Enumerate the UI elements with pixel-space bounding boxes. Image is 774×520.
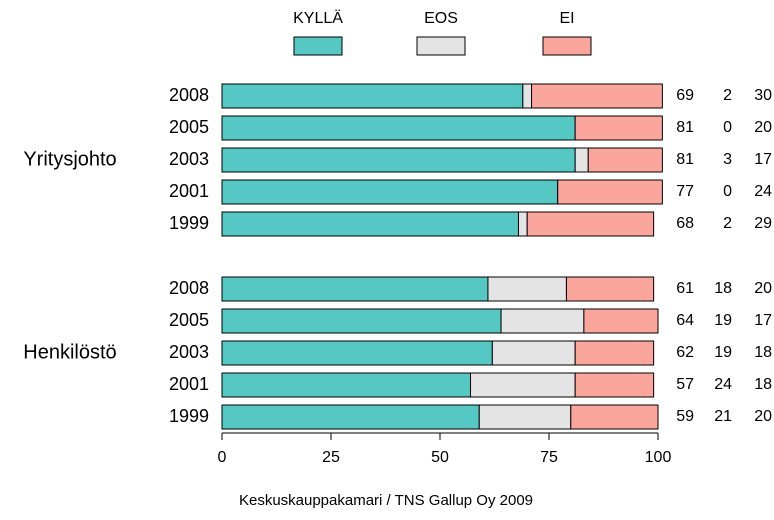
value-label: 18	[714, 280, 732, 297]
category-label: 2008	[169, 85, 209, 105]
value-label: 18	[754, 376, 772, 393]
bar-segment	[491, 340, 576, 366]
value-label: 19	[714, 344, 732, 361]
x-tick-label: 0	[218, 449, 227, 466]
value-label: 17	[754, 312, 772, 329]
legend-swatch	[293, 36, 343, 56]
value-label: 3	[723, 151, 732, 168]
legend-swatch	[542, 36, 592, 56]
bar-segment	[574, 372, 655, 398]
bar-segment	[221, 83, 524, 109]
bar-segment	[221, 340, 493, 366]
value-label: 61	[676, 280, 694, 297]
value-label: 29	[754, 215, 772, 232]
bar-segment	[470, 372, 576, 398]
bar-segment	[526, 211, 655, 237]
category-label: 2001	[169, 181, 209, 201]
legend-label: KYLLÄ	[293, 9, 343, 27]
value-label: 24	[714, 376, 732, 393]
bar-segment	[587, 147, 663, 173]
bar-segment	[221, 372, 472, 398]
value-label: 81	[676, 119, 694, 136]
value-label: 2	[723, 87, 732, 104]
bar-segment	[487, 276, 567, 302]
value-label: 18	[754, 344, 772, 361]
bar-segment	[478, 404, 572, 430]
value-label: 20	[754, 280, 772, 297]
bar-segment	[221, 404, 480, 430]
value-label: 30	[754, 87, 772, 104]
category-label: 2005	[169, 117, 209, 137]
bar-segment	[221, 276, 489, 302]
value-label: 68	[676, 215, 694, 232]
group-label: Yritysjohto	[23, 148, 116, 170]
bar-segment	[522, 83, 533, 109]
category-label: 2003	[169, 149, 209, 169]
value-label: 81	[676, 151, 694, 168]
value-label: 19	[714, 312, 732, 329]
category-label: 2008	[169, 278, 209, 298]
bar-segment	[565, 276, 655, 302]
x-tick-label: 100	[645, 449, 672, 466]
legend-label: EI	[559, 10, 574, 27]
value-label: 21	[714, 408, 732, 425]
value-label: 0	[723, 183, 732, 200]
value-label: 69	[676, 87, 694, 104]
category-label: 2005	[169, 310, 209, 330]
x-tick-label: 75	[540, 449, 558, 466]
category-label: 2001	[169, 374, 209, 394]
bar-segment	[531, 83, 663, 109]
value-label: 17	[754, 151, 772, 168]
value-label: 0	[723, 119, 732, 136]
category-label: 1999	[169, 406, 209, 426]
x-tick-label: 25	[322, 449, 340, 466]
bar-segment	[570, 404, 659, 430]
legend-swatch	[416, 36, 466, 56]
bar-segment	[221, 147, 576, 173]
bar-segment	[221, 115, 576, 141]
bar-segment	[221, 308, 502, 334]
x-tick-label: 50	[431, 449, 449, 466]
value-label: 24	[754, 183, 772, 200]
value-label: 20	[754, 408, 772, 425]
category-label: 2003	[169, 342, 209, 362]
value-label: 64	[676, 312, 694, 329]
value-label: 59	[676, 408, 694, 425]
bar-segment	[583, 308, 659, 334]
value-label: 62	[676, 344, 694, 361]
source: Keskuskauppakamari / TNS Gallup Oy 2009	[239, 492, 533, 509]
category-label: 1999	[169, 213, 209, 233]
bar-segment	[517, 211, 528, 237]
group-label: Henkilöstö	[23, 341, 116, 363]
bar-segment	[574, 115, 663, 141]
bar-segment	[500, 308, 585, 334]
value-label: 57	[676, 376, 694, 393]
bar-segment	[221, 211, 519, 237]
bar-segment	[557, 179, 663, 205]
value-label: 20	[754, 119, 772, 136]
value-label: 77	[676, 183, 694, 200]
bar-segment	[221, 179, 559, 205]
legend-label: EOS	[424, 10, 458, 27]
value-label: 2	[723, 215, 732, 232]
bar-segment	[574, 147, 589, 173]
bar-segment	[574, 340, 655, 366]
